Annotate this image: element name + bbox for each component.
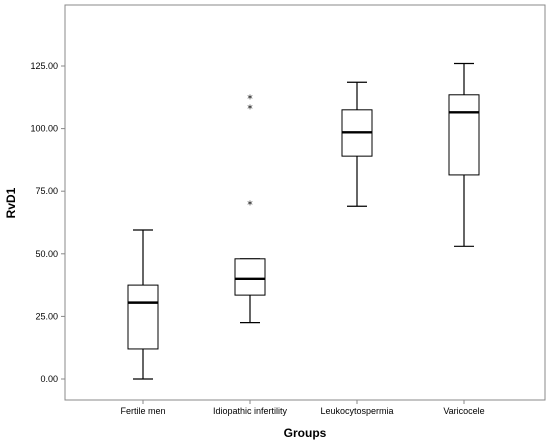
y-tick-label: 125.00 xyxy=(30,61,58,71)
box-series: *** xyxy=(127,62,480,380)
y-tick-label: 0.00 xyxy=(40,374,58,384)
y-axis-title: RvD1 xyxy=(4,187,18,218)
box-group: *** xyxy=(234,92,266,324)
y-axis-ticks: 0.00 25.00 50.00 75.00 100.00 125.00 xyxy=(30,61,65,384)
y-tick-label: 50.00 xyxy=(35,249,58,259)
y-tick-label: 25.00 xyxy=(35,311,58,321)
outlier-marker: * xyxy=(247,92,253,105)
box-group xyxy=(448,62,480,247)
outlier-marker: * xyxy=(247,199,253,212)
iqr-box xyxy=(234,258,266,296)
x-axis-ticks: Fertile men Idiopathic infertility Leukocy… xyxy=(120,400,485,416)
x-tick-label: Idiopathic infertility xyxy=(213,406,288,416)
iqr-box xyxy=(127,284,159,350)
x-tick-label: Varicocele xyxy=(443,406,484,416)
box-group xyxy=(341,81,373,207)
y-tick-label: 100.00 xyxy=(30,124,58,134)
x-axis-title: Groups xyxy=(284,426,327,440)
outlier-marker: * xyxy=(247,102,253,115)
box-group xyxy=(127,229,159,380)
plot-frame xyxy=(64,4,546,401)
y-tick-label: 75.00 xyxy=(35,186,58,196)
x-tick-label: Fertile men xyxy=(120,406,165,416)
iqr-box xyxy=(448,94,480,176)
x-tick-label: Leukocytospermia xyxy=(320,406,393,416)
